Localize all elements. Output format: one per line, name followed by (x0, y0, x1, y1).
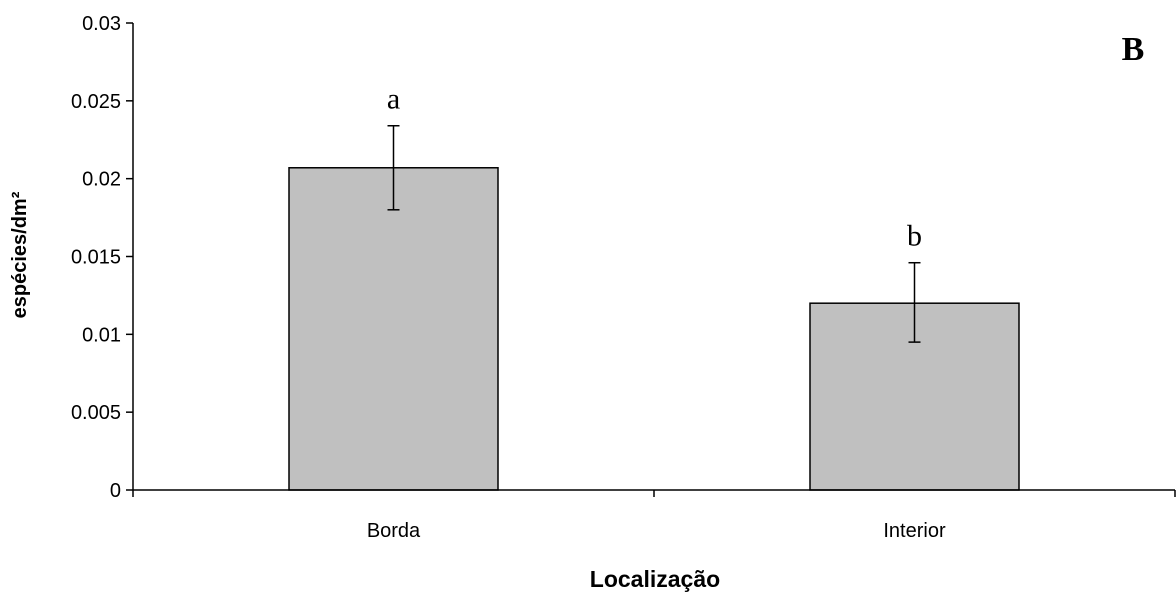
panel-label: B (1122, 31, 1145, 68)
y-tick-label: 0.03 (82, 13, 121, 35)
y-tick-label: 0.005 (71, 402, 121, 424)
y-tick-label: 0.015 (71, 247, 121, 269)
x-category-label-interior: Interior (883, 520, 946, 542)
significance-label-interior: b (907, 220, 922, 253)
y-tick-label: 0.01 (82, 324, 121, 346)
x-ticks-layer: Borda Interior (132, 490, 1176, 542)
bar-borda (288, 167, 499, 491)
y-tick-label: 0.025 (71, 91, 121, 113)
y-tick-label: 0.02 (82, 169, 121, 191)
x-axis-title: Localização (590, 566, 720, 592)
x-category-label-borda: Borda (367, 520, 421, 542)
y-axis-title: espécies/dm² (9, 191, 31, 318)
significance-label-borda: a (387, 83, 400, 116)
significance-labels-layer: ab (387, 83, 922, 253)
error-bars-layer (387, 124, 921, 343)
y-ticks-layer: 0 0.005 0.01 0.015 0.02 0.025 0.03 (71, 13, 133, 502)
y-tick-label: 0 (110, 480, 121, 502)
bars-layer (288, 167, 1020, 491)
